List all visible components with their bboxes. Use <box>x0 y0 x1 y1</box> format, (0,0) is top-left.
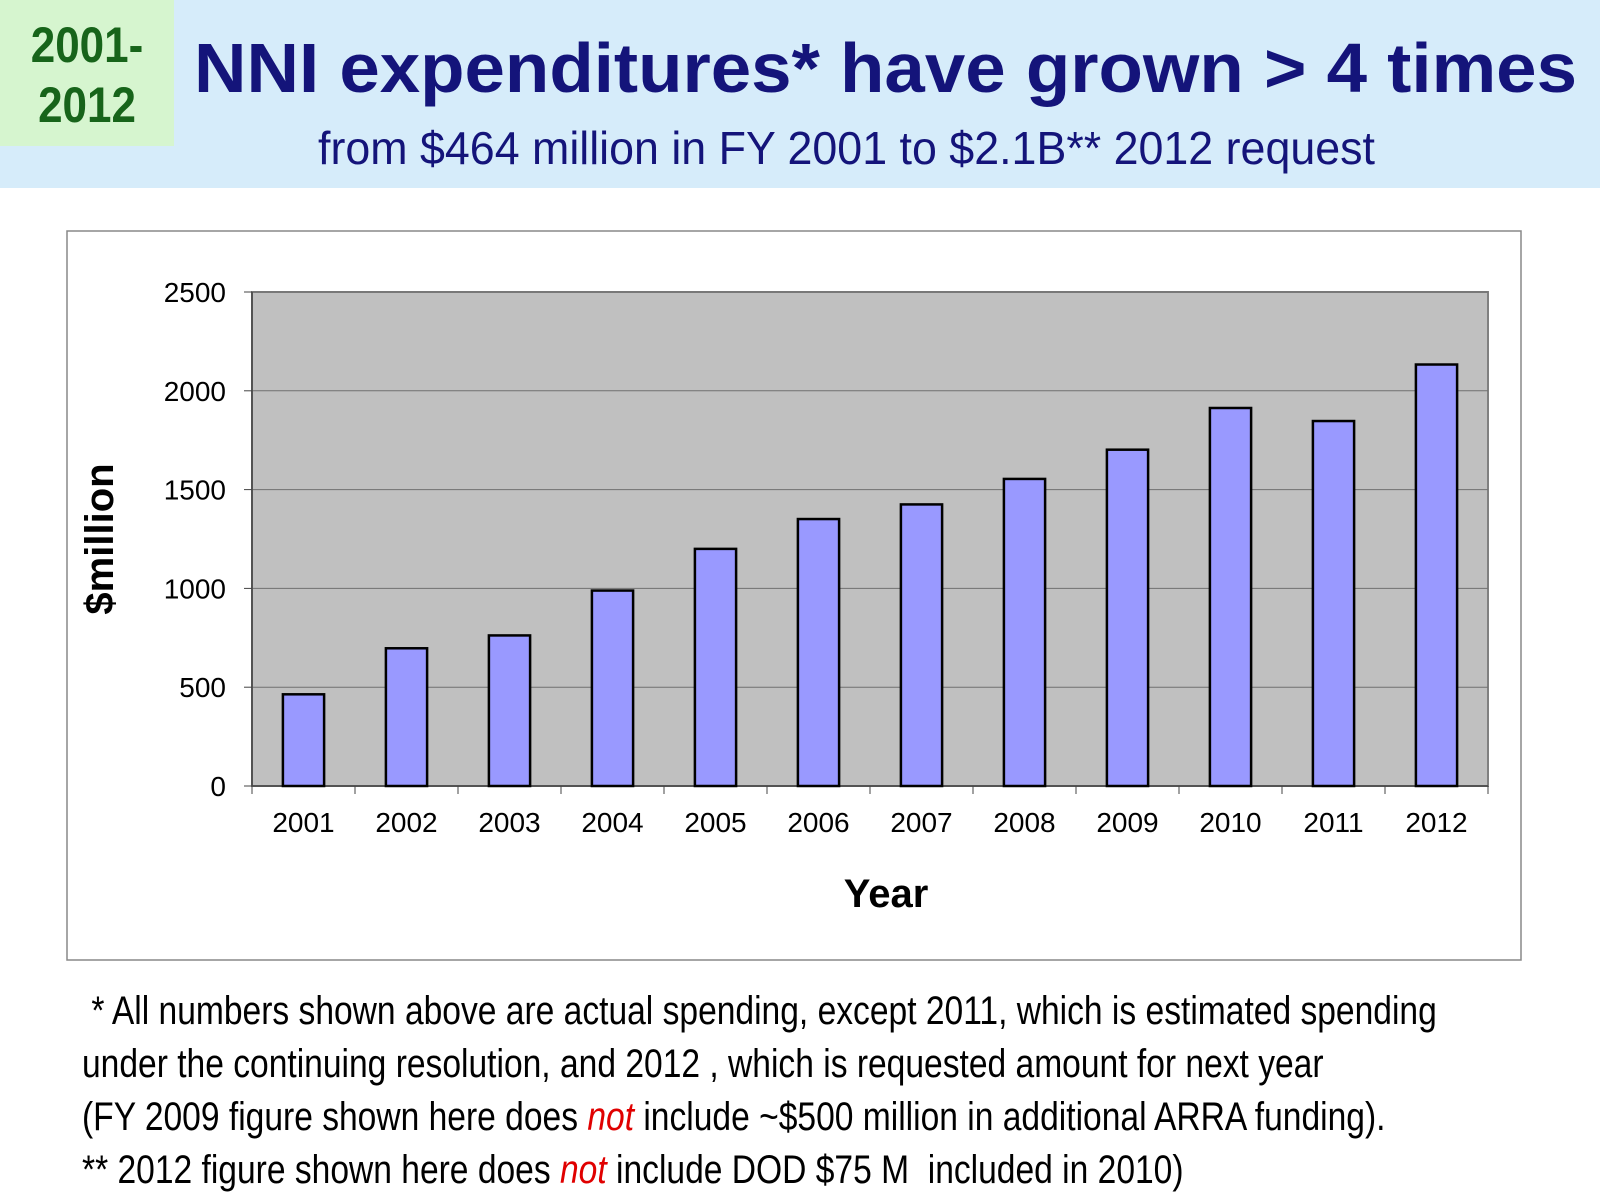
header-band <box>0 0 1600 188</box>
bar <box>1414 363 1459 788</box>
footnotes: * All numbers shown above are actual spe… <box>82 988 1437 1191</box>
plot-area <box>251 291 1489 787</box>
y-tick-label: 1000 <box>164 573 226 604</box>
x-tick-label: 2001 <box>272 807 334 838</box>
bar <box>1208 406 1253 788</box>
bar <box>384 647 429 788</box>
x-tick-label: 2011 <box>1303 807 1363 838</box>
y-tick-label: 1500 <box>164 475 226 506</box>
x-tick-label: 2004 <box>581 807 643 838</box>
bar <box>693 547 738 788</box>
footnote-text: (FY 2009 figure shown here does <box>82 1094 587 1138</box>
footnote-text: under the continuing resolution, and 201… <box>82 1041 1324 1085</box>
footnote-line: (FY 2009 figure shown here does not incl… <box>82 1094 1386 1138</box>
x-tick-label: 2012 <box>1405 807 1467 838</box>
x-tick-label: 2007 <box>890 807 952 838</box>
y-tick-label: 500 <box>179 672 226 703</box>
x-axis-label: Year <box>844 872 929 916</box>
badge-line: 2001- <box>31 16 144 72</box>
footnote-text: include ~$500 million in additional ARRA… <box>634 1094 1385 1138</box>
footnote-line: ** 2012 figure shown here does not inclu… <box>82 1147 1184 1191</box>
bar <box>590 589 635 788</box>
footnote-text: * All numbers shown above are actual spe… <box>82 988 1437 1032</box>
y-tick-label: 2500 <box>164 277 226 308</box>
slide-subtitle: from $464 million in FY 2001 to $2.1B** … <box>318 122 1375 174</box>
x-tick-label: 2009 <box>1096 807 1158 838</box>
y-tick-label: 0 <box>210 771 226 802</box>
footnote-line: under the continuing resolution, and 201… <box>82 1041 1324 1085</box>
footnote-line: * All numbers shown above are actual spe… <box>82 988 1437 1032</box>
footnote-text: ** 2012 figure shown here does <box>82 1147 560 1191</box>
y-axis-label: $million <box>78 463 122 614</box>
x-tick-label: 2002 <box>375 807 437 838</box>
x-tick-label: 2008 <box>993 807 1055 838</box>
slide-title: NNI expenditures* have grown > 4 times <box>194 29 1577 107</box>
x-tick-label: 2010 <box>1199 807 1261 838</box>
x-tick-label: 2005 <box>684 807 746 838</box>
bar <box>1002 477 1047 788</box>
x-tick-label: 2006 <box>787 807 849 838</box>
bar <box>487 634 532 788</box>
bar <box>796 517 841 788</box>
emphasis: not <box>587 1094 635 1138</box>
bar <box>899 503 944 788</box>
bar <box>1311 419 1356 788</box>
bar <box>1105 448 1150 788</box>
emphasis: not <box>560 1147 608 1191</box>
chart: 0 500 1000 1500 2000 2500 2001 2002 2003 2004 2005… <box>78 277 1489 916</box>
badge-box <box>0 0 174 146</box>
y-tick-label: 2000 <box>164 376 226 407</box>
footnote-text: include DOD $75 M included in 2010) <box>607 1147 1184 1191</box>
x-tick-label: 2003 <box>478 807 540 838</box>
badge-line: 2012 <box>38 76 136 132</box>
bar <box>281 693 326 788</box>
